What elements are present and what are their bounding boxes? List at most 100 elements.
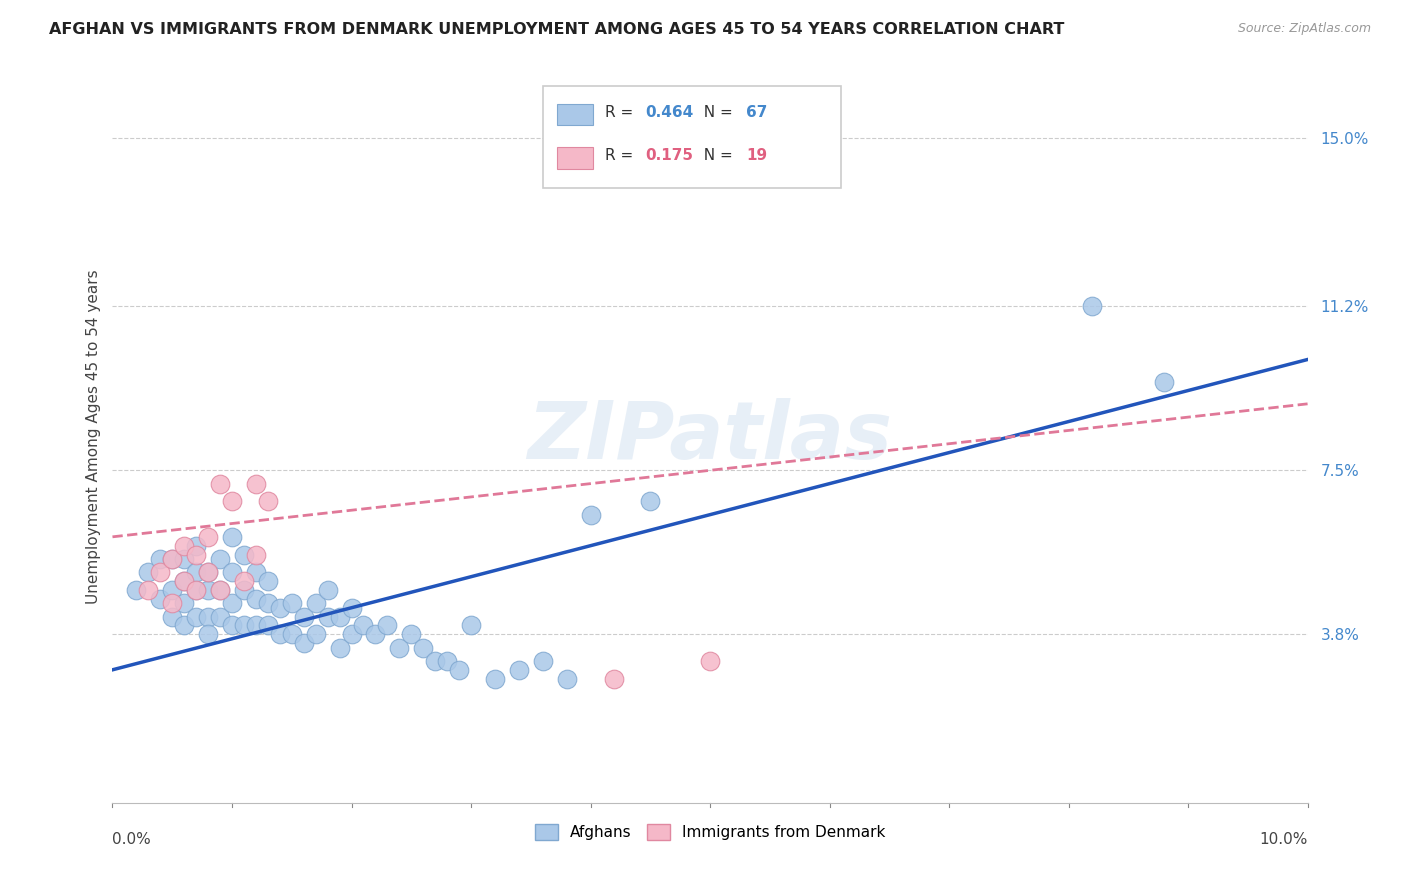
Text: 67: 67 (747, 105, 768, 120)
Legend: Afghans, Immigrants from Denmark: Afghans, Immigrants from Denmark (529, 818, 891, 847)
Point (364, 627, 387, 641)
Point (162, 609, 183, 624)
Point (149, 552, 172, 566)
Point (173, 596, 195, 610)
Point (555, 672, 578, 686)
Point (460, 618, 482, 632)
Point (162, 552, 183, 566)
Point (603, 672, 626, 686)
Point (353, 618, 375, 632)
Point (245, 566, 267, 580)
Point (305, 596, 328, 610)
Point (233, 618, 256, 632)
Point (245, 618, 267, 632)
Point (257, 596, 280, 610)
Point (281, 596, 304, 610)
Point (173, 552, 195, 566)
Point (209, 582, 232, 597)
Point (209, 552, 232, 566)
Point (186, 582, 208, 597)
Point (257, 574, 280, 589)
Point (1081, 299, 1104, 313)
Point (508, 663, 530, 677)
Point (149, 566, 172, 580)
Point (484, 672, 506, 686)
Text: R =: R = (605, 105, 638, 120)
Point (221, 618, 243, 632)
Point (233, 574, 256, 589)
Text: 0.175: 0.175 (645, 148, 693, 163)
Point (257, 494, 280, 508)
Point (162, 596, 183, 610)
Text: R =: R = (605, 148, 638, 163)
Point (186, 582, 208, 597)
Point (197, 582, 219, 597)
Text: N =: N = (695, 148, 738, 163)
Point (125, 582, 148, 597)
FancyBboxPatch shape (557, 146, 593, 169)
Point (292, 609, 315, 624)
Text: N =: N = (695, 105, 738, 120)
Point (436, 654, 458, 668)
Point (221, 596, 243, 610)
Text: Source: ZipAtlas.com: Source: ZipAtlas.com (1237, 22, 1371, 36)
Text: 10.0%: 10.0% (1260, 832, 1308, 847)
Point (138, 582, 160, 597)
Point (340, 600, 363, 615)
FancyBboxPatch shape (543, 86, 842, 188)
Point (329, 640, 352, 655)
Point (186, 609, 208, 624)
Point (197, 609, 219, 624)
Point (531, 654, 554, 668)
Point (269, 600, 291, 615)
Point (412, 640, 434, 655)
Point (245, 591, 267, 606)
Point (329, 609, 352, 624)
Point (186, 566, 208, 580)
Point (186, 548, 208, 562)
Point (699, 654, 721, 668)
Point (173, 618, 195, 632)
Point (162, 552, 183, 566)
Point (162, 582, 183, 597)
Point (316, 609, 339, 624)
Point (138, 566, 160, 580)
Y-axis label: Unemployment Among Ages 45 to 54 years: Unemployment Among Ages 45 to 54 years (86, 269, 101, 605)
Point (281, 627, 304, 641)
Point (292, 636, 315, 650)
Text: AFGHAN VS IMMIGRANTS FROM DENMARK UNEMPLOYMENT AMONG AGES 45 TO 54 YEARS CORRELA: AFGHAN VS IMMIGRANTS FROM DENMARK UNEMPL… (49, 22, 1064, 37)
Point (221, 566, 243, 580)
Point (173, 574, 195, 589)
Point (173, 539, 195, 553)
Point (149, 591, 172, 606)
Point (197, 627, 219, 641)
Point (340, 627, 363, 641)
Point (221, 530, 243, 544)
Point (425, 654, 447, 668)
Point (1153, 375, 1175, 389)
Text: 0.0%: 0.0% (112, 832, 152, 847)
Point (640, 494, 662, 508)
Point (221, 494, 243, 508)
Point (209, 476, 232, 491)
Point (233, 548, 256, 562)
Point (269, 627, 291, 641)
FancyBboxPatch shape (557, 103, 593, 126)
Point (197, 566, 219, 580)
Point (173, 574, 195, 589)
Point (305, 627, 328, 641)
Point (377, 618, 399, 632)
Point (245, 548, 267, 562)
Point (257, 618, 280, 632)
Point (209, 582, 232, 597)
Point (579, 508, 602, 522)
Point (449, 663, 471, 677)
Point (401, 627, 423, 641)
Text: 19: 19 (747, 148, 768, 163)
Point (209, 609, 232, 624)
Point (197, 566, 219, 580)
Point (245, 476, 267, 491)
Point (186, 539, 208, 553)
Point (316, 582, 339, 597)
Text: ZIPatlas: ZIPatlas (527, 398, 893, 476)
